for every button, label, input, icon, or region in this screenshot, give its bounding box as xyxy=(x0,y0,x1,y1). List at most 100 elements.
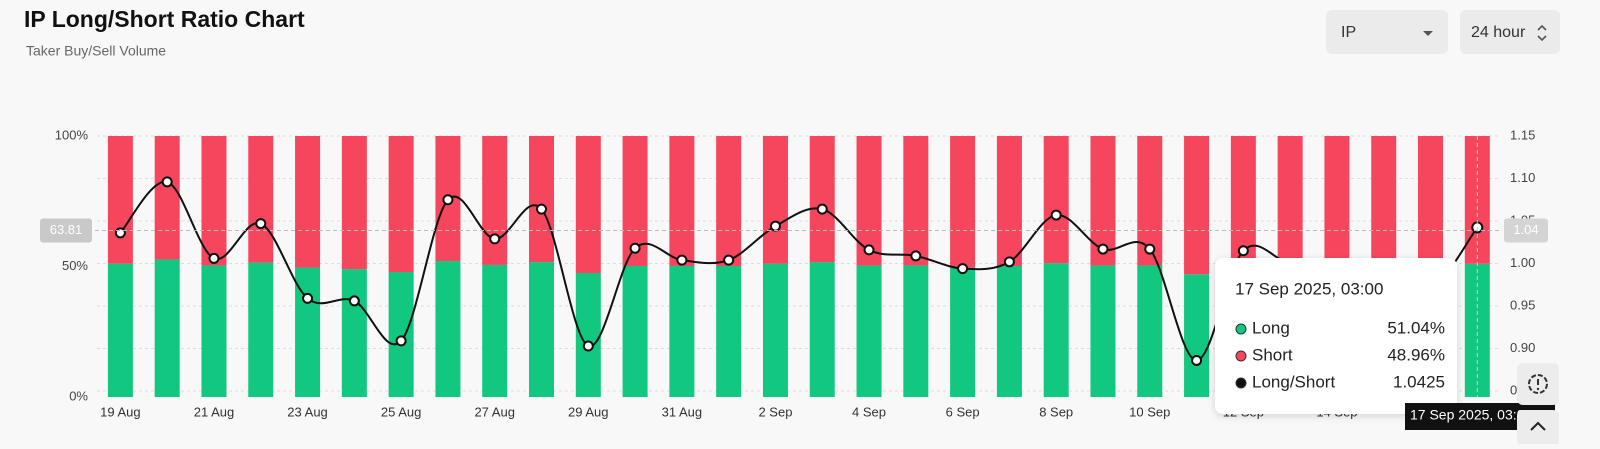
bar-segment xyxy=(1324,136,1350,266)
ratio-point xyxy=(395,335,407,347)
ratio-point xyxy=(957,263,969,275)
ratio-point xyxy=(442,194,454,206)
caret xyxy=(1423,31,1433,36)
x-tick-label: 31 Aug xyxy=(662,404,703,419)
overlay: 63.81 1.04 17 Sep 2025, 03:00 Long 51.04% Sho… xyxy=(40,136,1559,446)
ratio-point xyxy=(1097,243,1109,255)
ratio-point xyxy=(161,176,173,188)
x-tick-label: 2 Sep xyxy=(758,404,792,419)
period-select[interactable]: 24 hour xyxy=(1460,10,1560,54)
bar-segment xyxy=(762,263,788,397)
scroll-top-button[interactable] xyxy=(1517,410,1559,446)
x-tick-label: 10 Sep xyxy=(1129,404,1170,419)
x-tick-label: 6 Sep xyxy=(946,404,980,419)
bar-segment xyxy=(996,265,1022,397)
bar-segment xyxy=(154,259,180,397)
bar-segment xyxy=(482,136,508,265)
select-label[interactable]: IP xyxy=(1341,24,1356,41)
button-bg xyxy=(1517,410,1559,446)
bar-segment xyxy=(1371,136,1397,267)
alert-icon-dot xyxy=(1536,387,1540,391)
select-label[interactable]: 24 hour xyxy=(1471,24,1526,41)
select-box[interactable] xyxy=(1326,10,1448,54)
ratio-point xyxy=(582,340,594,352)
bar-segment xyxy=(996,136,1022,266)
ratio-point xyxy=(208,252,220,264)
ratio-point xyxy=(255,218,267,230)
bar-segment xyxy=(1184,274,1210,397)
y-tick-label: 0% xyxy=(69,388,88,403)
bar-segment xyxy=(248,262,274,397)
bar-segment xyxy=(341,269,367,397)
ratio-point xyxy=(816,203,828,215)
ratio-point xyxy=(536,203,548,215)
y2-tick-label: 1.15 xyxy=(1510,127,1535,142)
legend-dot xyxy=(1235,377,1247,389)
bar-segment xyxy=(903,136,929,266)
legend-dot xyxy=(1235,323,1247,335)
bar-segment xyxy=(529,136,555,263)
bar-segment xyxy=(1043,263,1069,397)
crosshair-label: 63.81 xyxy=(50,222,83,237)
bar-segment xyxy=(248,136,274,263)
bar-segment xyxy=(154,136,180,260)
bar-segment xyxy=(107,136,133,264)
x-tick-label: 25 Aug xyxy=(381,404,422,419)
tooltip: 17 Sep 2025, 03:00 Long 51.04% Short 48.96% L… xyxy=(1215,258,1457,414)
ratio-point xyxy=(1003,256,1015,268)
crosshair-label-box xyxy=(40,218,92,243)
bar-segment xyxy=(1418,136,1444,267)
title: IP Long/Short Ratio Chart xyxy=(24,6,305,32)
chevron-up xyxy=(1530,421,1546,431)
bar-segment xyxy=(388,136,414,272)
y2-tick-label: 1.10 xyxy=(1510,170,1535,185)
ratio-point xyxy=(769,220,781,232)
legend-dot xyxy=(1235,350,1247,362)
bar-segment xyxy=(482,264,508,397)
tooltip-title: 17 Sep 2025, 03:00 xyxy=(1235,279,1383,298)
alert-button[interactable] xyxy=(1517,363,1559,405)
crosshair-label: 1.04 xyxy=(1513,222,1538,237)
bar-segment xyxy=(716,265,742,397)
y2-tick-label: 0.95 xyxy=(1510,297,1535,312)
bar-segment xyxy=(1184,136,1210,275)
tooltip-box xyxy=(1215,258,1457,414)
ratio-point xyxy=(863,244,875,256)
bar-segment xyxy=(856,265,882,397)
bar-segment xyxy=(107,263,133,397)
bar-segment xyxy=(1230,136,1256,266)
bar-segment xyxy=(1090,265,1116,397)
x-tick-label: 19 Aug xyxy=(100,404,141,419)
ratio-point xyxy=(676,254,688,266)
crosshair-label-box xyxy=(1504,218,1548,243)
bar-segment xyxy=(669,265,695,397)
bar-segment xyxy=(388,271,414,397)
crosshair-x-label: 17 Sep 2025, 03:00 xyxy=(1410,407,1532,423)
bar-segment xyxy=(435,261,461,397)
alert-icon xyxy=(1528,374,1548,394)
ratio-point xyxy=(1144,243,1156,255)
bar-segment xyxy=(1137,265,1163,397)
ratio-point xyxy=(348,295,360,307)
select-box[interactable] xyxy=(1460,10,1560,54)
ratio-point xyxy=(114,227,126,239)
tooltip-value: 1.0425 xyxy=(1393,372,1445,391)
ratio-point xyxy=(723,254,735,266)
bar-segment xyxy=(1277,136,1303,267)
x-tick-label: 4 Sep xyxy=(852,404,886,419)
ratio-point xyxy=(629,242,641,254)
bar-segment xyxy=(716,136,742,266)
bar-segment xyxy=(762,136,788,264)
x-tick-label: 23 Aug xyxy=(287,404,328,419)
tooltip-value: 51.04% xyxy=(1387,318,1445,337)
bar-segment xyxy=(669,136,695,266)
x-tick-label: 29 Aug xyxy=(568,404,609,419)
ratio-point xyxy=(489,233,501,245)
bar-segment xyxy=(809,136,835,263)
symbol-select[interactable]: IP xyxy=(1326,10,1448,54)
bar-segment xyxy=(950,136,976,268)
bar-segment xyxy=(950,267,976,397)
legend-label: Long xyxy=(1252,318,1290,337)
